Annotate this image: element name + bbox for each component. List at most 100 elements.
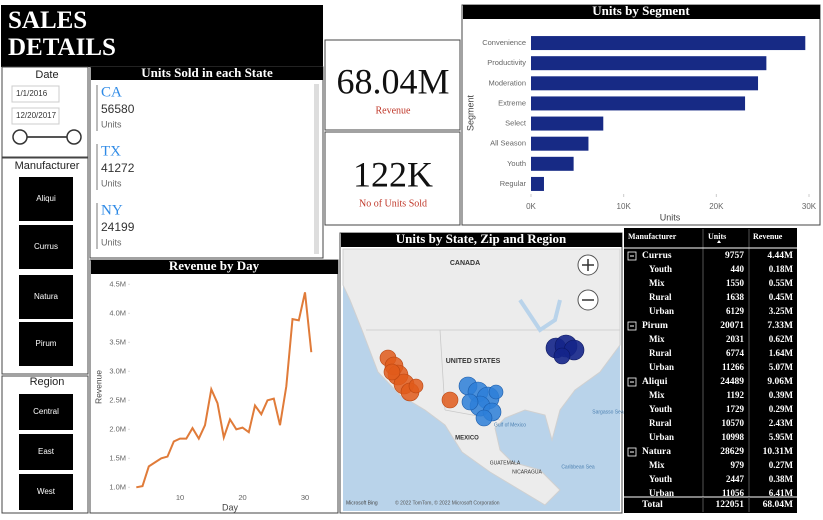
y-tick-label: 4.0M <box>109 308 126 317</box>
x-axis-label: Units <box>660 212 681 222</box>
y-tick-label: All Season <box>490 139 526 148</box>
group-revenue: 10.31M <box>763 447 793 457</box>
group-units: 28629 <box>720 447 744 457</box>
kpi-value: 68.04M <box>336 61 449 101</box>
column-header: Revenue <box>753 232 783 241</box>
group-name: Aliqui <box>642 377 668 387</box>
y-tick-label: 1.0M <box>109 482 126 491</box>
slicer-item[interactable]: Pirum <box>36 339 57 348</box>
sort-icon <box>717 240 721 243</box>
slicer-label: Manufacturer <box>15 160 80 172</box>
kpi-label: No of Units Sold <box>359 198 427 209</box>
group-name: Natura <box>642 447 671 457</box>
y-tick-label: Youth <box>507 159 526 168</box>
table-cell: Rural <box>649 418 672 428</box>
y-tick-label: Extreme <box>498 98 526 107</box>
table-cell: 1.64M <box>769 348 794 358</box>
bar <box>531 176 544 191</box>
slicer-button[interactable] <box>19 322 73 366</box>
table-cell: 0.45M <box>769 292 794 302</box>
y-tick-label: Moderation <box>488 78 526 87</box>
group-name: Currus <box>642 251 672 261</box>
slicer-button[interactable] <box>19 434 73 470</box>
table-cell: 5.95M <box>769 432 794 442</box>
map-attribution: © 2022 TomTom, © 2022 Microsoft Corporat… <box>395 499 500 506</box>
slicer-item[interactable]: East <box>38 447 55 456</box>
state-name: TX <box>101 143 121 159</box>
great-lakes <box>518 298 562 333</box>
table-cell: 10570 <box>722 418 745 428</box>
bar <box>531 156 574 171</box>
date-input[interactable] <box>11 85 60 103</box>
map-label: CANADA <box>450 260 480 267</box>
y-tick-label: Convenience <box>482 38 526 47</box>
map-label: Sargasso Sea <box>592 409 624 415</box>
card-accent <box>96 203 98 249</box>
slicer-item[interactable]: Central <box>33 407 59 416</box>
map-label: NICARAGUA <box>512 469 542 475</box>
expand-icon[interactable] <box>627 447 637 457</box>
slicer-button[interactable] <box>19 225 73 269</box>
table-cell: Urban <box>649 432 674 442</box>
table-cell: Mix <box>649 334 665 344</box>
map-label: UNITED STATES <box>446 358 501 365</box>
title-line: DETAILS <box>8 34 116 61</box>
map[interactable] <box>342 248 621 511</box>
map-label: MEXICO <box>455 436 479 442</box>
table-cell: Youth <box>649 264 672 274</box>
table-cell: 11056 <box>722 488 745 498</box>
table-cell: 440 <box>731 264 745 274</box>
table-cell: 1729 <box>726 404 745 414</box>
panel-header <box>91 67 323 80</box>
date-input[interactable] <box>11 107 60 125</box>
panel-header <box>463 5 820 19</box>
bar-chart: 0K 10K 20K 30K Convenience Productivity Modera… <box>465 36 817 222</box>
total-cell: 68.04M <box>763 500 793 510</box>
scrollbar[interactable] <box>314 84 319 254</box>
slicer-item[interactable]: Currus <box>34 242 58 251</box>
table-cell: Urban <box>649 488 674 498</box>
kpi-value: 122K <box>353 154 433 194</box>
title-line: SALES <box>8 7 87 34</box>
slicer-button[interactable] <box>19 275 73 319</box>
date-start[interactable]: 1/1/2016 <box>16 89 48 98</box>
group-units: 9757 <box>725 251 744 261</box>
date-end[interactable]: 12/20/2017 <box>16 111 57 120</box>
bar <box>531 36 806 51</box>
table-cell: Rural <box>649 348 672 358</box>
table-cell: 0.27M <box>769 460 794 470</box>
slicer-item[interactable]: Natura <box>34 292 59 301</box>
map-labels: CANADA UNITED STATES MEXICO Gulf of Mexico G… <box>446 260 624 475</box>
slicer-button[interactable] <box>19 394 73 430</box>
table-cell: 0.18M <box>769 264 794 274</box>
column-header: Manufacturer <box>628 232 677 241</box>
y-tick-label: Productivity <box>487 58 526 67</box>
expand-icon[interactable] <box>627 377 637 387</box>
slicer-button[interactable] <box>19 474 73 510</box>
y-tick-label: 3.0M <box>109 366 126 375</box>
table-body: Manufacturer Units Revenue Currus 9757 4.44M Y… <box>624 229 797 513</box>
slicer-label: Region <box>30 376 65 388</box>
table-cell: Mix <box>649 390 665 400</box>
slicer-item[interactable]: West <box>37 487 56 496</box>
table-cell: 11266 <box>722 362 745 372</box>
slicer-item[interactable]: Aliqui <box>36 194 56 203</box>
slider-handle[interactable] <box>12 129 28 145</box>
y-tick-label: 3.5M <box>109 337 126 346</box>
map-land <box>342 248 621 506</box>
state-value: 24199 <box>101 220 135 234</box>
state-panel <box>89 66 324 259</box>
expand-icon[interactable] <box>627 321 637 331</box>
table-cell: 1550 <box>726 278 745 288</box>
slicer-button[interactable] <box>19 177 73 221</box>
table-rows: Currus 9757 4.44M Youth 440 0.18M Mix 1550 0.55M… <box>627 251 794 498</box>
y-tick-label: 4.5M <box>109 279 126 288</box>
panel-title: Revenue by Day <box>169 258 260 273</box>
slider-handle[interactable] <box>66 129 82 145</box>
bubbles-central <box>458 376 504 427</box>
table-cell: 6129 <box>726 306 745 316</box>
table-cell: 0.55M <box>769 278 794 288</box>
expand-icon[interactable] <box>627 251 637 261</box>
group-units: 20071 <box>720 321 744 331</box>
